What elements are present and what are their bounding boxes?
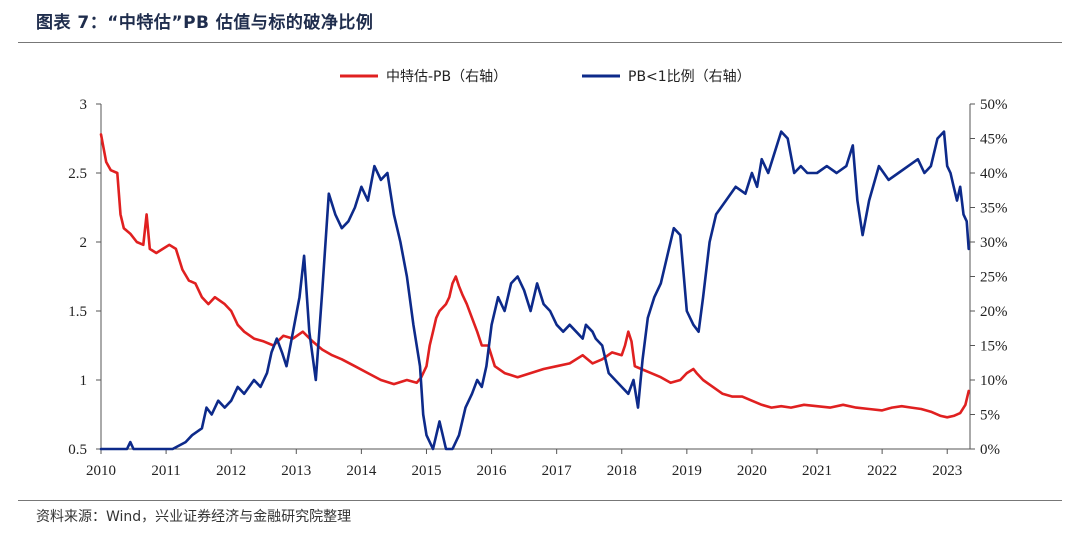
chart: 0.511.522.530%5%10%15%20%25%30%35%40%45%… [68,69,1007,479]
bottom-rule [18,500,1062,501]
x-tick-label: 2019 [672,463,702,479]
x-tick-label: 2013 [281,463,311,479]
x-tick-label: 2014 [346,463,377,479]
right-tick-label: 40% [980,166,1008,182]
x-tick-label: 2020 [737,463,767,479]
right-tick-label: 35% [980,201,1008,217]
right-tick-label: 30% [980,235,1008,251]
series-line-pb [99,133,971,419]
x-tick-label: 2017 [542,463,573,479]
legend: 中特估-PB（右轴） PB<1比例（右轴） [340,69,751,85]
left-tick-label: 0.5 [68,442,87,458]
right-tick-label: 5% [980,408,1000,424]
x-tick-label: 2016 [477,463,508,479]
figure-title: 图表 7：“中特估”PB 估值与标的破净比例 [36,13,374,33]
left-tick-label: 1.5 [68,304,87,320]
x-tick-label: 2011 [151,463,180,479]
x-tick-label: 2021 [802,463,832,479]
right-tick-label: 10% [980,373,1008,389]
x-tick-label: 2023 [932,463,962,479]
x-tick-label: 2012 [216,463,246,479]
series-layer [99,130,971,451]
right-tick-label: 20% [980,304,1008,320]
x-tick-label: 2022 [867,463,897,479]
right-tick-label: 50% [980,97,1008,113]
right-tick-label: 15% [980,339,1008,355]
legend-label-2: PB<1比例（右轴） [628,69,751,85]
right-tick-label: 45% [980,132,1008,148]
source-note: 资料来源：Wind，兴业证券经济与金融研究院整理 [36,509,352,525]
top-rule [18,42,1062,43]
legend-label-1: 中特估-PB（右轴） [386,69,507,85]
x-tick-label: 2010 [86,463,116,479]
left-tick-label: 1 [80,373,88,389]
right-tick-label: 0% [980,442,1000,458]
x-tick-label: 2018 [607,463,637,479]
x-tick-label: 2015 [411,463,441,479]
left-tick-label: 2.5 [68,166,87,182]
series-line-pb-below-1-ratio [99,130,971,451]
left-tick-label: 3 [80,97,88,113]
axes: 0.511.522.530%5%10%15%20%25%30%35%40%45%… [68,97,1007,479]
right-tick-label: 25% [980,270,1008,286]
left-tick-label: 2 [80,235,88,251]
